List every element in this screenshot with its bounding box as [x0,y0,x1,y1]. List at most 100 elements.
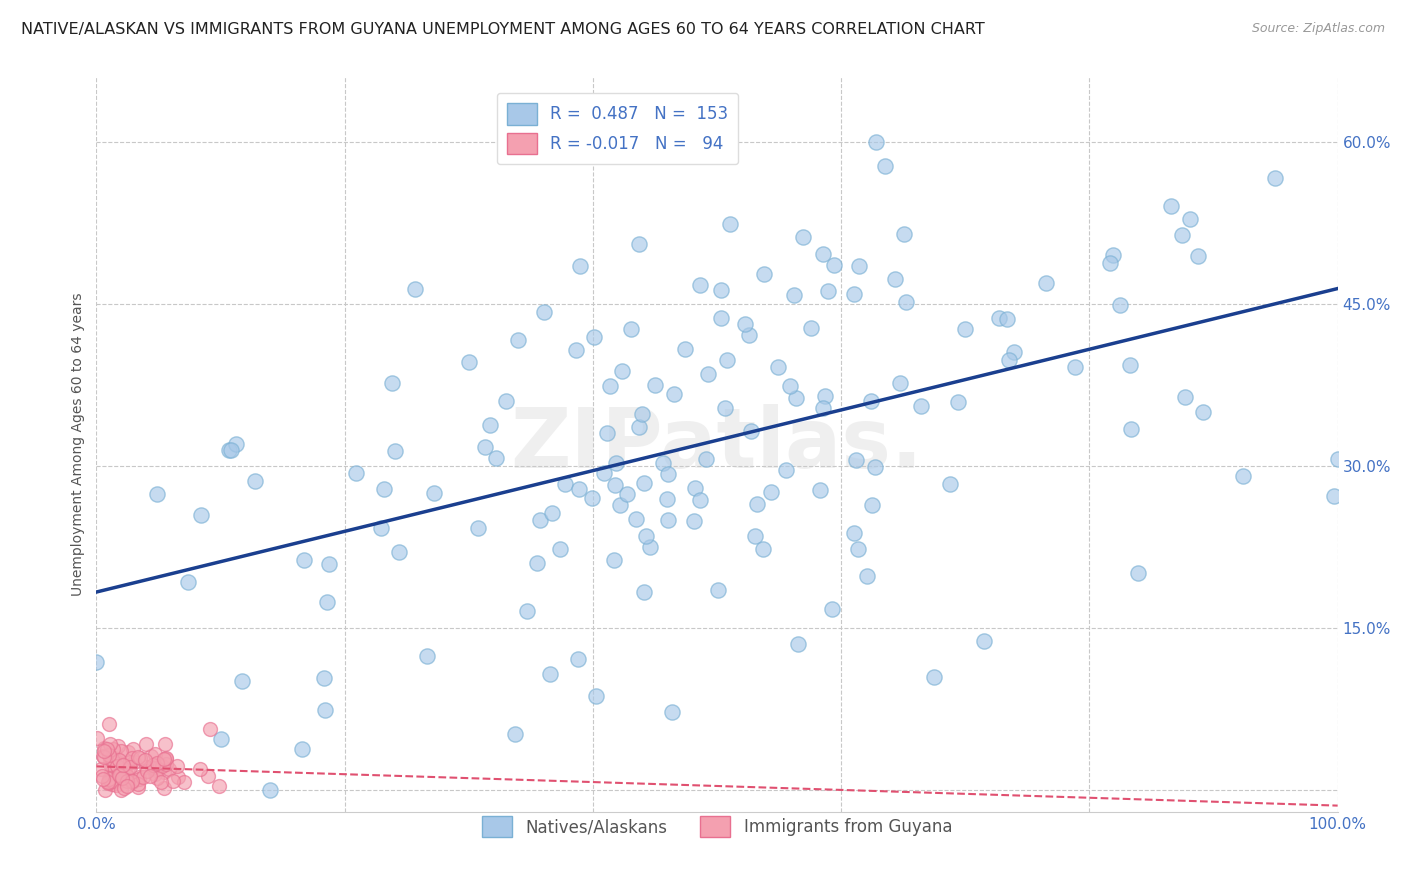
Point [811,247,834,261]
Point [120,760,142,774]
Point [104,778,127,792]
Point [118,755,141,769]
Point [1063,360,1085,375]
Point [86,731,108,746]
Point [651,456,673,470]
Point [142,758,165,772]
Point [190,508,212,523]
Point [548,541,571,556]
Point [111,771,134,785]
Point [108,768,131,782]
Point [153,780,176,795]
Point [633,585,655,599]
Point [752,541,775,556]
Point [710,283,733,297]
Point [98,737,121,751]
Point [121,773,143,788]
Point [554,476,576,491]
Point [97,772,120,786]
Point [883,272,905,286]
Point [775,463,797,477]
Point [873,159,896,173]
Point [457,355,479,369]
Point [953,322,976,336]
Point [610,364,633,378]
Point [565,343,588,357]
Point [1178,211,1201,226]
Point [111,758,134,772]
Point [581,491,603,505]
Point [811,401,834,415]
Point [714,401,737,415]
Point [107,739,129,754]
Point [823,258,845,272]
Point [585,689,607,703]
Point [1326,452,1348,467]
Point [752,267,775,281]
Point [188,762,211,776]
Point [1128,566,1150,581]
Point [689,493,711,508]
Point [1323,489,1346,503]
Point [638,541,661,555]
Point [108,768,131,782]
Point [404,282,426,296]
Point [135,737,157,751]
Point [132,770,155,784]
Point [128,770,150,784]
Point [415,648,437,663]
Text: ZIPatlas.: ZIPatlas. [510,404,924,485]
Point [314,671,336,685]
Point [110,744,132,758]
Point [567,652,589,666]
Point [93,750,115,764]
Point [734,317,756,331]
Point [599,379,621,393]
Point [101,742,124,756]
Point [845,452,868,467]
Point [97,716,120,731]
Point [1108,298,1130,312]
Point [155,756,177,771]
Point [894,294,917,309]
Point [745,497,768,511]
Point [718,217,741,231]
Point [146,487,169,501]
Point [157,762,180,776]
Point [479,417,502,432]
Point [1232,469,1254,483]
Point [316,594,339,608]
Point [155,751,177,765]
Point [98,756,121,771]
Point [1035,277,1057,291]
Point [225,437,247,451]
Point [112,781,135,796]
Point [115,774,138,789]
Point [100,773,122,788]
Point [100,775,122,789]
Point [103,751,125,765]
Point [97,775,120,789]
Point [766,360,789,375]
Point [644,378,666,392]
Point [856,569,879,583]
Point [922,669,945,683]
Point [1174,390,1197,404]
Point [657,467,679,481]
Point [541,506,564,520]
Point [1192,405,1215,419]
Point [814,389,837,403]
Point [859,393,882,408]
Point [995,312,1018,326]
Point [569,260,592,274]
Point [695,452,717,467]
Point [122,742,145,756]
Point [620,321,643,335]
Point [609,498,631,512]
Point [865,459,887,474]
Point [90,762,112,776]
Point [155,752,177,766]
Point [800,321,823,335]
Point [779,379,801,393]
Point [231,674,253,689]
